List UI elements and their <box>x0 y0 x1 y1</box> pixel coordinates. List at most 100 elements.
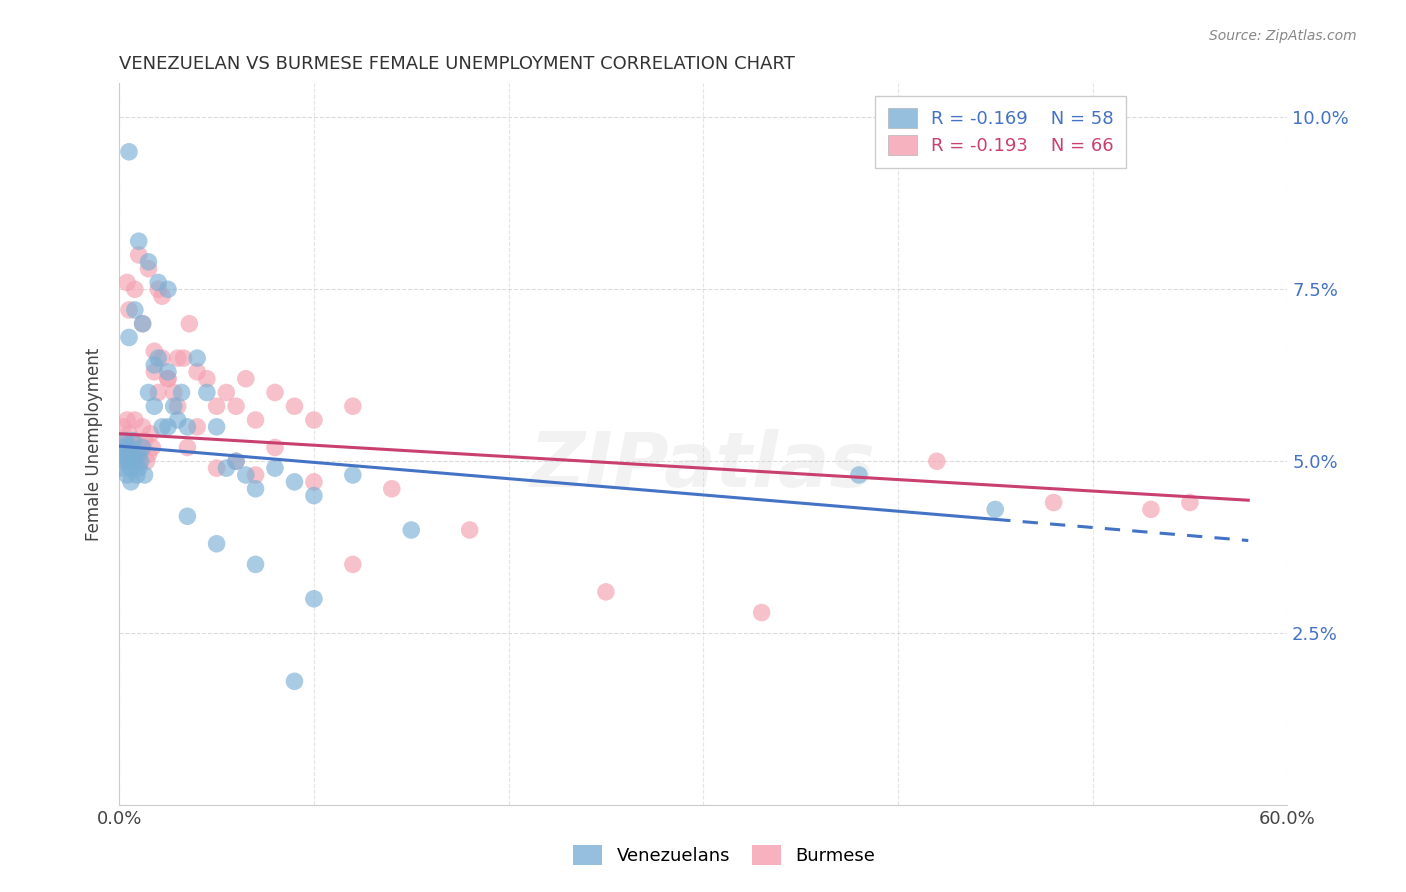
Point <box>1178 495 1201 509</box>
Point <box>179 317 201 331</box>
Point <box>143 344 166 359</box>
Point <box>156 420 179 434</box>
Point <box>302 591 325 606</box>
Point <box>125 447 148 461</box>
Point <box>148 276 170 290</box>
Point <box>120 475 142 489</box>
Point <box>156 365 179 379</box>
Point <box>115 447 138 461</box>
Point <box>984 502 1007 516</box>
Point <box>1140 502 1163 516</box>
Point <box>195 385 218 400</box>
Point <box>129 441 152 455</box>
Point <box>112 420 135 434</box>
Point <box>110 441 132 455</box>
Point <box>122 447 145 461</box>
Point <box>118 454 141 468</box>
Point <box>245 482 267 496</box>
Point <box>245 468 267 483</box>
Point <box>225 399 247 413</box>
Point <box>205 420 228 434</box>
Point <box>138 447 160 461</box>
Point <box>195 372 218 386</box>
Point <box>139 426 162 441</box>
Point <box>135 454 157 468</box>
Point <box>458 523 481 537</box>
Point <box>173 351 195 365</box>
Point <box>205 537 228 551</box>
Point <box>118 447 141 461</box>
Point <box>138 255 160 269</box>
Point <box>131 420 153 434</box>
Point <box>118 441 141 455</box>
Text: ZIPatlas: ZIPatlas <box>530 429 876 503</box>
Point <box>110 447 132 461</box>
Point <box>125 468 148 483</box>
Point <box>302 489 325 503</box>
Point <box>225 454 247 468</box>
Legend: Venezuelans, Burmese: Venezuelans, Burmese <box>567 838 882 872</box>
Point <box>215 385 238 400</box>
Point <box>302 475 325 489</box>
Point <box>381 482 404 496</box>
Point <box>342 399 364 413</box>
Point <box>235 468 257 483</box>
Point <box>166 351 188 365</box>
Point <box>118 330 141 344</box>
Point <box>235 372 257 386</box>
Point <box>131 441 153 455</box>
Text: VENEZUELAN VS BURMESE FEMALE UNEMPLOYMENT CORRELATION CHART: VENEZUELAN VS BURMESE FEMALE UNEMPLOYMEN… <box>120 55 796 73</box>
Point <box>264 441 287 455</box>
Point <box>176 441 198 455</box>
Point <box>143 365 166 379</box>
Point <box>143 399 166 413</box>
Point <box>124 434 146 448</box>
Point <box>264 385 287 400</box>
Point <box>283 475 305 489</box>
Point <box>225 454 247 468</box>
Point <box>138 385 160 400</box>
Point <box>148 282 170 296</box>
Point <box>186 365 208 379</box>
Point <box>166 399 188 413</box>
Point <box>150 351 173 365</box>
Point <box>150 289 173 303</box>
Point <box>342 468 364 483</box>
Point <box>118 302 141 317</box>
Point <box>176 420 198 434</box>
Point <box>114 454 136 468</box>
Point <box>128 447 150 461</box>
Legend: R = -0.169    N = 58, R = -0.193    N = 66: R = -0.169 N = 58, R = -0.193 N = 66 <box>875 95 1126 168</box>
Point <box>124 302 146 317</box>
Point <box>595 585 617 599</box>
Point <box>1042 495 1064 509</box>
Point <box>120 441 142 455</box>
Point <box>401 523 423 537</box>
Point <box>134 434 156 448</box>
Point <box>166 413 188 427</box>
Point <box>131 317 153 331</box>
Point <box>176 509 198 524</box>
Text: Source: ZipAtlas.com: Source: ZipAtlas.com <box>1209 29 1357 43</box>
Point <box>283 399 305 413</box>
Point <box>141 441 163 455</box>
Point <box>215 461 238 475</box>
Point <box>156 282 179 296</box>
Point <box>205 461 228 475</box>
Point <box>186 351 208 365</box>
Point <box>129 454 152 468</box>
Point <box>143 358 166 372</box>
Point <box>115 413 138 427</box>
Point <box>156 372 179 386</box>
Point <box>138 261 160 276</box>
Point <box>150 420 173 434</box>
Point <box>163 399 186 413</box>
Point <box>245 413 267 427</box>
Point <box>128 461 150 475</box>
Point <box>112 441 135 455</box>
Point <box>128 454 150 468</box>
Point <box>170 385 193 400</box>
Y-axis label: Female Unemployment: Female Unemployment <box>86 347 103 541</box>
Point <box>128 248 150 262</box>
Point <box>283 674 305 689</box>
